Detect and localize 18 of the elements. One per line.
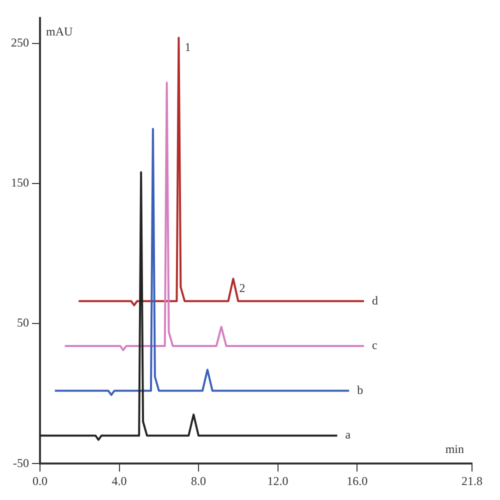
series-label: d: [372, 293, 378, 308]
y-tick-label: -50: [13, 456, 29, 470]
x-tick-label: 21.8: [462, 474, 482, 488]
x-tick-label: 0.0: [32, 474, 48, 488]
y-tick-label: 150: [11, 176, 29, 190]
y-tick-label: 50: [17, 316, 29, 330]
annotation: 2: [239, 280, 246, 295]
x-tick-label: 8.0: [191, 474, 206, 488]
y-tick-label: 250: [11, 36, 29, 50]
series-label: b: [357, 382, 364, 397]
x-tick-label: 16.0: [346, 474, 368, 488]
x-tick-label: 4.0: [112, 474, 127, 488]
y-axis-title: mAU: [46, 24, 73, 38]
series-label: c: [372, 338, 378, 352]
x-tick-label: 12.0: [267, 474, 288, 488]
annotation: 1: [184, 40, 191, 54]
x-axis-title: min: [445, 442, 464, 456]
series-label: a: [345, 428, 352, 442]
